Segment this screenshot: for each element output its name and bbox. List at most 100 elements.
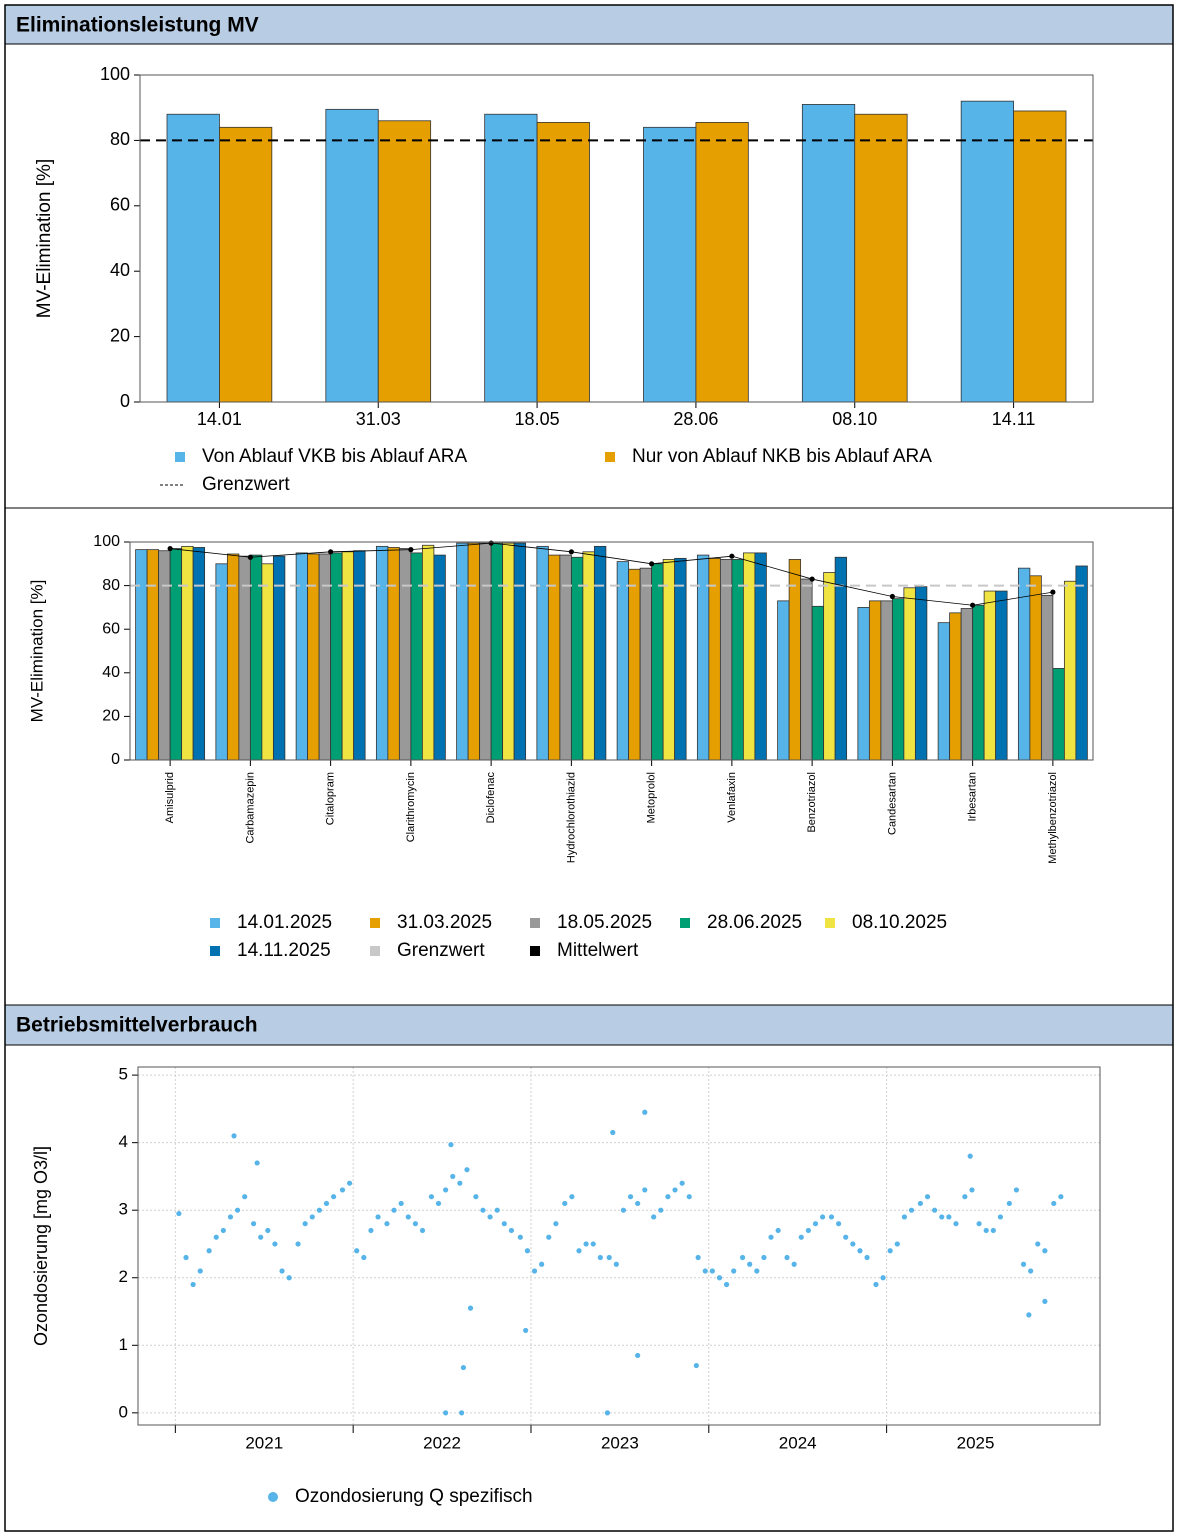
bar	[639, 567, 653, 761]
legend-marker	[370, 918, 380, 928]
scatter-point	[693, 1362, 699, 1369]
mean-point	[649, 561, 655, 567]
scatter-point	[487, 1214, 493, 1220]
x-tick-label: Carbamazepin	[244, 772, 256, 844]
scatter-point	[569, 1194, 575, 1200]
scatter-point	[864, 1254, 870, 1261]
legend-marker	[210, 946, 220, 956]
legend-marker	[825, 918, 835, 928]
bar	[880, 600, 893, 761]
scatter-point	[553, 1221, 559, 1227]
legend-label: 28.06.2025	[707, 912, 802, 933]
y-tick-label: 2	[119, 1267, 128, 1286]
x-tick-label: Metoprolol	[646, 772, 658, 823]
scatter-point	[946, 1214, 952, 1220]
scatter-point	[857, 1248, 863, 1254]
legend-label: Grenzwert	[397, 940, 485, 961]
scatter-point	[739, 1254, 746, 1261]
bar	[662, 559, 676, 761]
mean-point	[889, 593, 895, 600]
bar	[834, 556, 848, 761]
bar	[146, 549, 160, 761]
y-axis-label: Ozondosierung [mg O3/l]	[31, 1146, 51, 1346]
bar	[801, 104, 856, 403]
x-tick-label: Methylbenzotriazol	[1047, 772, 1059, 864]
bar	[536, 545, 549, 761]
bar	[1052, 668, 1065, 761]
mean-point	[247, 554, 253, 560]
scatter-point	[939, 1214, 945, 1220]
scatter-point	[473, 1194, 479, 1200]
mean-point	[167, 545, 173, 552]
y-tick-label: 0	[119, 1402, 128, 1421]
bar	[823, 572, 836, 761]
scatter-point	[309, 1214, 315, 1220]
scatter-point	[1058, 1194, 1064, 1200]
scatter-point	[597, 1254, 603, 1261]
legend-label: Mittelwert	[557, 940, 639, 961]
bar	[484, 113, 538, 403]
scatter-point	[231, 1133, 237, 1139]
bar	[628, 568, 641, 761]
section-title: Eliminationsleistung MV	[16, 14, 259, 37]
scatter-point	[798, 1234, 804, 1240]
scatter-point	[709, 1268, 715, 1274]
scatter-point	[983, 1227, 989, 1234]
x-tick-label: Benzotriazol	[806, 772, 818, 833]
scatter-point	[316, 1207, 322, 1213]
plot-frame	[139, 74, 1094, 403]
scatter-point	[464, 1167, 470, 1173]
plot-frame	[137, 1066, 1101, 1426]
x-tick-label: 2024	[779, 1433, 817, 1452]
bar	[135, 549, 148, 761]
mean-point	[970, 602, 976, 608]
scatter-point	[391, 1207, 397, 1213]
scatter-point	[873, 1281, 879, 1288]
header-bg	[5, 1005, 1173, 1045]
scatter-point	[384, 1221, 390, 1227]
x-tick-label: 2025	[957, 1433, 995, 1452]
scatter-point	[924, 1194, 931, 1200]
scatter-point	[836, 1221, 842, 1227]
scatter-point	[1042, 1248, 1048, 1254]
x-tick-label: 2022	[423, 1433, 461, 1452]
legend-label: Von Ablauf VKB bis Ablauf ARA	[202, 446, 467, 467]
scatter-point	[754, 1268, 760, 1274]
scatter-point	[969, 1187, 975, 1193]
scatter-point	[508, 1227, 515, 1234]
legend-label: 18.05.2025	[557, 912, 652, 933]
x-tick-label: 2021	[245, 1433, 283, 1452]
scatter-point	[604, 1410, 611, 1416]
scatter-point	[227, 1214, 234, 1220]
legend-label: 08.10.2025	[852, 912, 947, 933]
scatter-point	[457, 1180, 463, 1186]
scatter-point	[494, 1207, 500, 1213]
scatter-point	[723, 1281, 730, 1288]
scatter-point	[375, 1214, 381, 1220]
bar	[261, 563, 274, 761]
scatter-point	[250, 1221, 257, 1227]
y-tick-label: 100	[100, 64, 130, 84]
legend-marker	[680, 918, 690, 928]
x-tick-label: Irbesartan	[967, 772, 979, 822]
x-tick-label: 14.11	[992, 409, 1036, 429]
bar	[995, 590, 1008, 761]
scatter-point	[331, 1194, 337, 1200]
bar	[914, 586, 928, 761]
legend-label: 31.03.2025	[397, 912, 492, 933]
scatter-point	[398, 1200, 404, 1207]
bar	[960, 608, 974, 761]
bar	[341, 551, 355, 761]
y-tick-label: 40	[102, 664, 120, 681]
y-tick-label: 4	[119, 1132, 128, 1151]
scatter-point	[812, 1221, 819, 1227]
scatter-point	[524, 1248, 531, 1254]
plot-frame	[129, 541, 1094, 761]
bar	[410, 552, 423, 761]
scatter-point	[784, 1254, 790, 1261]
scatter-point	[658, 1207, 664, 1213]
bar	[295, 552, 309, 761]
scatter-point	[695, 1254, 701, 1261]
x-tick-label: Amisulprid	[164, 772, 176, 823]
y-tick-label: 5	[119, 1065, 128, 1084]
